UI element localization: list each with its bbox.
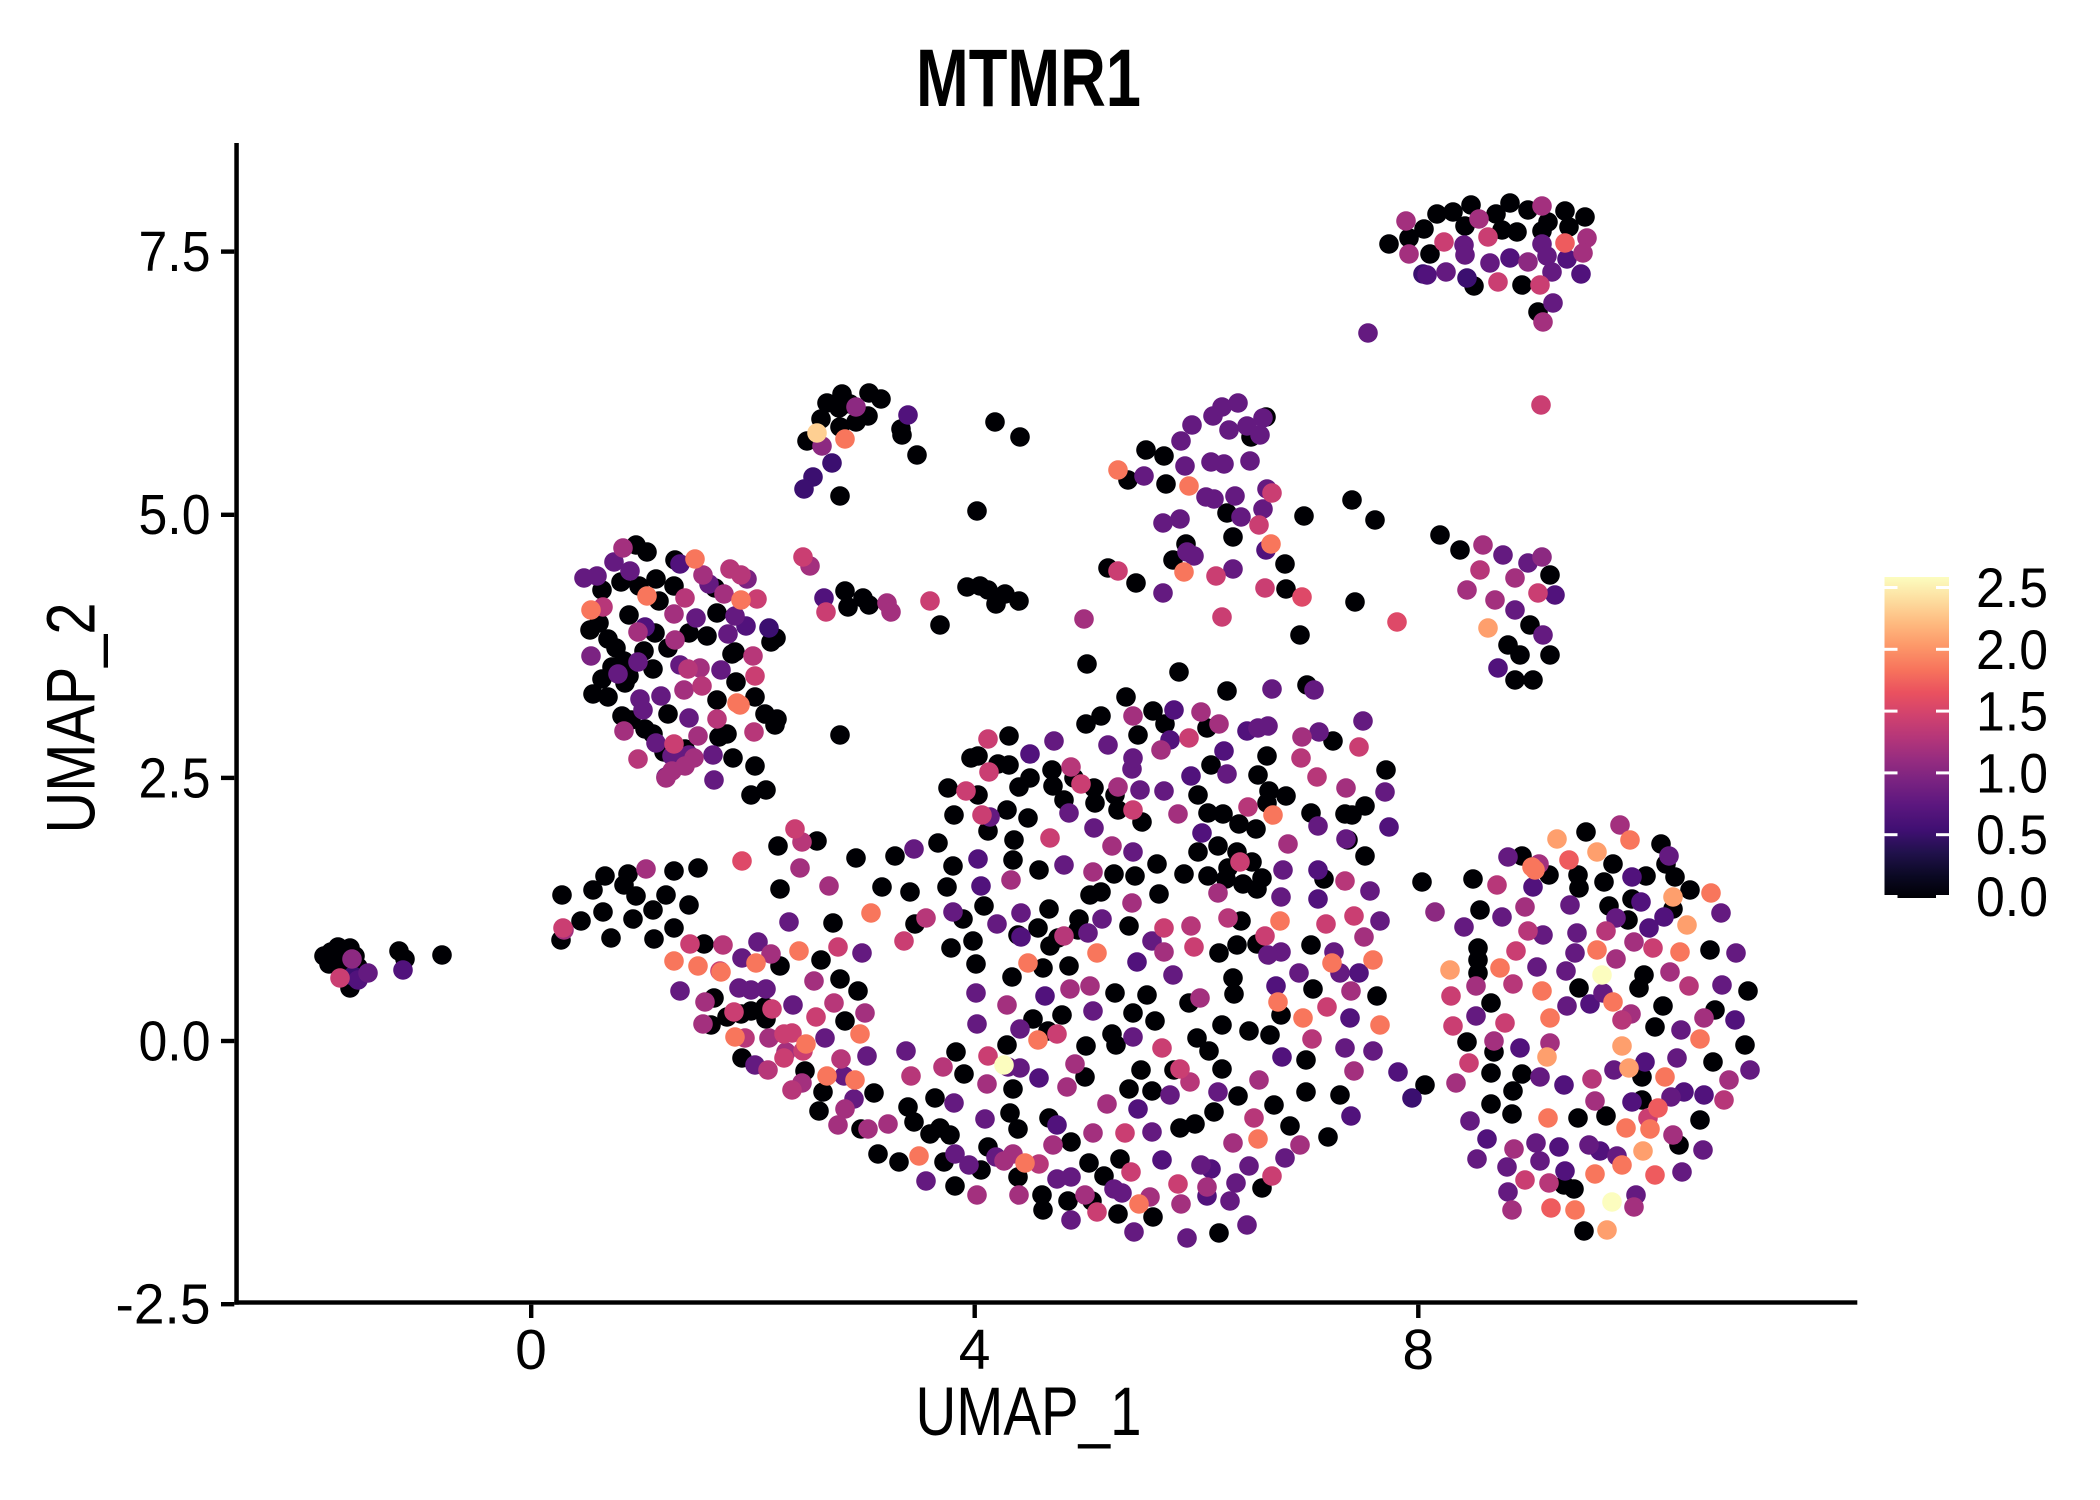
svg-text:-2.5: -2.5	[116, 1273, 211, 1337]
svg-text:0.5: 0.5	[1976, 803, 2048, 866]
svg-text:4: 4	[959, 1318, 991, 1382]
svg-text:UMAP_1: UMAP_1	[916, 1373, 1142, 1450]
svg-text:UMAP_2: UMAP_2	[33, 603, 110, 834]
svg-text:MTMR1: MTMR1	[916, 33, 1141, 124]
svg-text:8: 8	[1402, 1318, 1434, 1382]
svg-text:5.0: 5.0	[139, 483, 211, 547]
svg-text:2.5: 2.5	[1976, 556, 2048, 619]
svg-text:0.0: 0.0	[1976, 865, 2048, 928]
svg-text:0: 0	[515, 1318, 547, 1382]
svg-text:2.5: 2.5	[139, 746, 211, 810]
svg-text:1.5: 1.5	[1976, 680, 2048, 743]
svg-text:2.0: 2.0	[1976, 618, 2048, 681]
svg-text:7.5: 7.5	[139, 220, 211, 284]
svg-text:0.0: 0.0	[139, 1009, 211, 1073]
svg-text:1.0: 1.0	[1976, 741, 2048, 804]
